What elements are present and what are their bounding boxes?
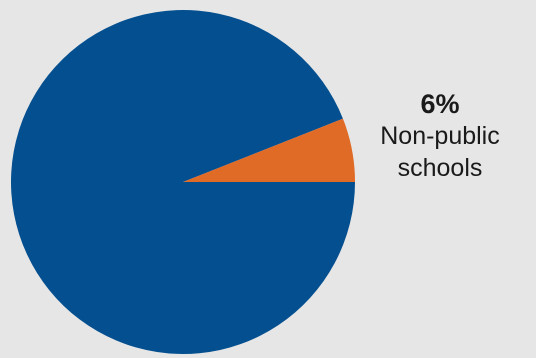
pie-slice-1 bbox=[183, 118, 355, 182]
slice-label-name-line-1: Non-public bbox=[380, 122, 500, 150]
pie-slice-0 bbox=[10, 9, 356, 354]
slice-label-non-public: 6% Non-public schools bbox=[352, 88, 528, 184]
slice-label-percent: 6% bbox=[420, 89, 460, 119]
slice-label-name-line-2: schools bbox=[397, 154, 483, 182]
